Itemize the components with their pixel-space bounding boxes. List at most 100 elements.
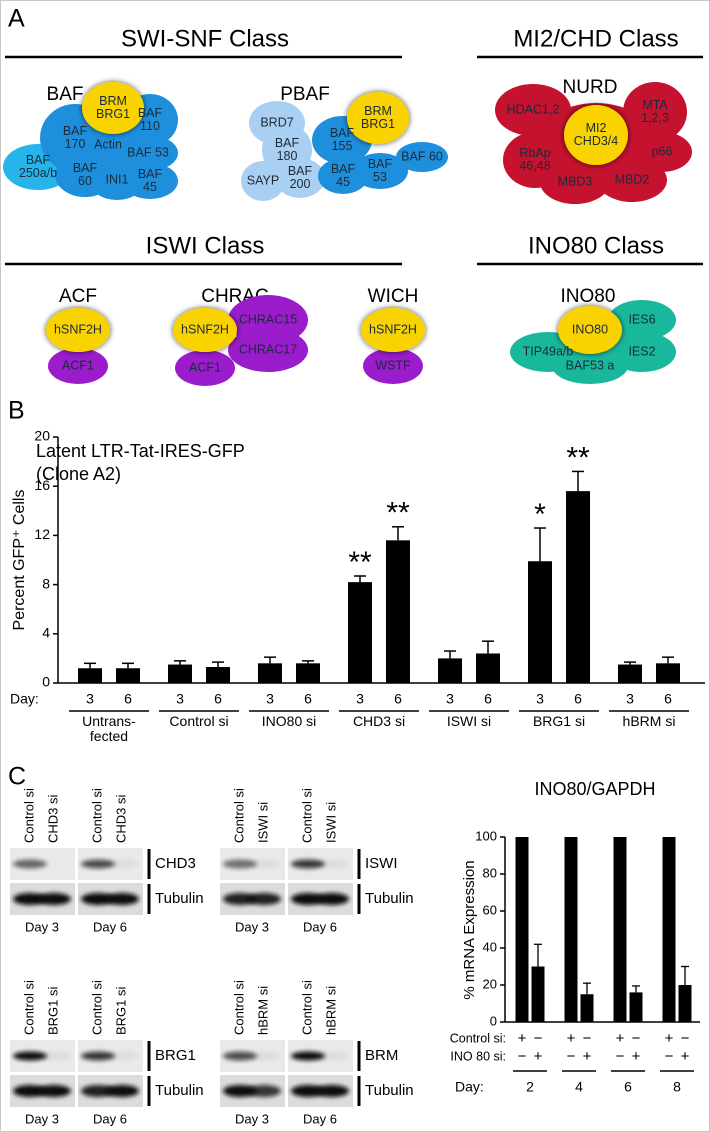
y-tick-label: 80	[483, 865, 497, 880]
class-title: ISWI Class	[146, 232, 265, 259]
lane-label: Control si	[231, 980, 246, 1035]
subunit	[564, 105, 628, 165]
blot-band	[315, 1051, 349, 1061]
condition-label: Control si:	[450, 1031, 506, 1045]
subunit	[363, 348, 423, 384]
error-bar	[84, 662, 96, 669]
bar	[678, 985, 692, 1022]
group-label: hBRM si	[622, 713, 676, 729]
class-title: INO80 Class	[528, 232, 664, 259]
subunit-label: BAF 155	[329, 125, 355, 153]
y-tick-label: 16	[34, 477, 50, 493]
complex-name: INO80	[561, 286, 616, 307]
day-label: 6	[664, 691, 672, 707]
lane-label: hBRM si	[255, 986, 270, 1035]
subunit-label: WSTF	[375, 358, 411, 373]
group-label: INO80 si	[261, 713, 317, 729]
day-label: 6	[624, 1079, 632, 1095]
subunit-label: ACF1	[62, 358, 94, 373]
error-bar	[534, 527, 546, 562]
subunit	[173, 308, 237, 352]
subunit	[623, 82, 687, 142]
condition-sign: −	[681, 1030, 690, 1047]
subunit	[275, 158, 325, 198]
subunit-label: TIP49a/b	[522, 344, 574, 359]
subunit	[46, 308, 110, 352]
condition-sign: −	[518, 1048, 527, 1065]
blot-band	[315, 1085, 349, 1097]
day-label: 8	[673, 1079, 681, 1095]
bar	[348, 582, 372, 683]
bar	[515, 837, 529, 1022]
blot-protein: Tubulin	[155, 890, 204, 907]
subunit	[558, 306, 622, 354]
subunit	[241, 161, 285, 201]
group-label: CHD3 si	[352, 713, 406, 729]
error-bar	[482, 640, 494, 654]
bar	[618, 664, 642, 683]
blot-band	[37, 1085, 71, 1097]
blot-band	[223, 859, 257, 869]
condition-sign: +	[616, 1030, 625, 1047]
subunit	[352, 153, 408, 189]
significance: **	[386, 497, 410, 530]
subunit-label: RbAp 46,48	[519, 145, 551, 173]
blot-protein: BRG1	[155, 1047, 196, 1064]
bar	[438, 658, 462, 683]
condition-sign: +	[583, 1048, 592, 1065]
condition-sign: −	[567, 1048, 576, 1065]
bar	[564, 837, 578, 1022]
condition-sign: −	[583, 1030, 592, 1047]
lane-label: ISWI si	[323, 802, 338, 843]
condition-sign: +	[681, 1048, 690, 1065]
subunit-label: BAF 60	[72, 160, 98, 188]
y-tick-label: 0	[42, 674, 50, 690]
subunit	[608, 332, 676, 372]
subunit-label: BRM BRG1	[95, 93, 131, 121]
subunit	[495, 84, 571, 136]
day-label: 3	[266, 691, 274, 707]
class-title: SWI-SNF Class	[121, 25, 289, 52]
chart-title: INO80/GAPDH	[534, 779, 655, 799]
subunit	[361, 308, 425, 352]
x-axis-label: Day:	[10, 691, 39, 707]
blot-band	[247, 893, 281, 905]
blot-band	[223, 893, 257, 905]
bar	[580, 994, 594, 1022]
lane-label: CHD3 si	[45, 794, 60, 843]
chart-title: Latent LTR-Tat-IRES-GFP	[36, 441, 245, 461]
y-tick-label: 0	[490, 1013, 497, 1028]
subunit	[228, 328, 308, 372]
group-label: Untrans-fected	[82, 713, 136, 745]
subunit-label: Actin	[94, 137, 122, 152]
y-tick-label: 40	[483, 939, 497, 954]
bar	[531, 966, 545, 1022]
lane-label: Control si	[299, 788, 314, 843]
y-tick-label: 4	[42, 625, 50, 641]
subunit-label: BRD7	[260, 115, 294, 130]
blot-band	[105, 1051, 139, 1061]
day-label: 3	[536, 691, 544, 707]
condition-sign: −	[616, 1048, 625, 1065]
subunit-label: BAF53 a	[565, 358, 615, 373]
blot-band	[105, 893, 139, 905]
lane-label: Control si	[21, 980, 36, 1035]
condition-sign: +	[665, 1030, 674, 1047]
error-bar	[354, 575, 366, 583]
error-bar	[392, 526, 404, 541]
condition-sign: +	[518, 1030, 527, 1047]
subunit-label: MTA 1,2,3	[641, 97, 669, 125]
day-label: 6	[214, 691, 222, 707]
blot-protein: BRM	[365, 1047, 398, 1064]
subunit-label: CHRAC17	[238, 342, 298, 357]
subunit-label: BAF 170	[62, 123, 88, 151]
blot-band	[37, 1051, 71, 1061]
blot-day: Day 6	[93, 1111, 127, 1126]
bar	[629, 992, 643, 1022]
subunit-label: hSNF2H	[181, 322, 229, 337]
bar	[78, 668, 102, 683]
blot-band	[291, 1085, 325, 1097]
error-bar	[302, 660, 314, 664]
blot-day: Day 6	[93, 919, 127, 934]
